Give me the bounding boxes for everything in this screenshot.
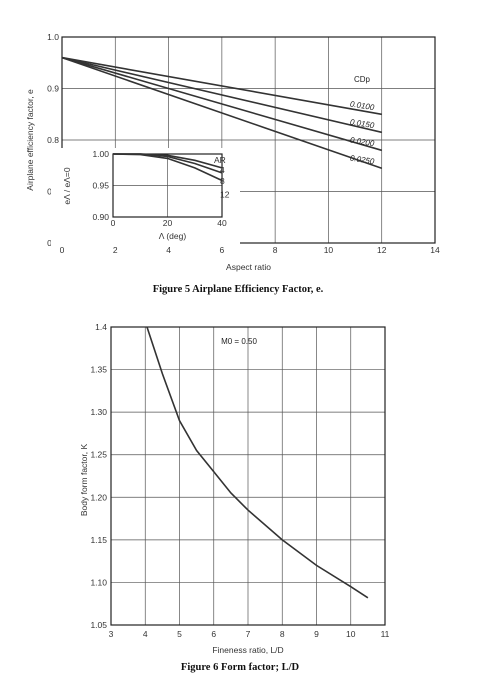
series-label: 0.0200 [349, 135, 375, 148]
plot-frame [110, 326, 386, 626]
series-label: 0.0100 [349, 99, 375, 112]
figure-5-efficiency-chart: 024681012140.60.70.80.91.00.01000.01500.… [25, 32, 440, 295]
efficiency-curve [61, 56, 382, 116]
inset-y-tick-label: 1.00 [92, 149, 109, 159]
series-label: 0.0250 [349, 153, 375, 166]
x-tick-label: 0 [60, 245, 65, 255]
y-axis-label: Body form factor, K [79, 444, 89, 517]
plot-frame [61, 36, 436, 244]
inset-legend-title: AR [214, 155, 226, 165]
inset-y-tick-label: 0.95 [92, 181, 109, 191]
inset-y-axis-label: eΛ / eΛ=0 [62, 167, 72, 204]
y-tick-label: 0.8 [47, 135, 59, 145]
form-factor-curve [146, 326, 369, 599]
inset-x-axis-label: Λ (deg) [159, 231, 187, 241]
y-tick-label: 1.15 [90, 535, 107, 545]
efficiency-curve [61, 56, 382, 170]
y-tick-label: 1.30 [90, 407, 107, 417]
x-tick-label: 8 [273, 245, 278, 255]
x-tick-label: 9 [314, 629, 319, 639]
x-tick-label: 6 [211, 629, 216, 639]
x-tick-label: 4 [143, 629, 148, 639]
y-tick-label: 1.25 [90, 450, 107, 460]
x-tick-label: 4 [166, 245, 171, 255]
inset-curve [112, 153, 223, 182]
inset-x-tick-label: 0 [111, 218, 116, 228]
figure-6-form-factor-chart: 3 4 5 6 7 8 9 10 11 1.05 1.10 1.15 1.20 1.25 1.30 1.35 1… [79, 322, 390, 673]
inset-background [51, 148, 240, 247]
x-tick-label: 8 [280, 629, 285, 639]
inset-frame [112, 153, 223, 218]
inset-y-tick-label: 0.90 [92, 212, 109, 222]
y-axis-label: Airplane efficiency factor, e [25, 89, 35, 191]
x-tick-label: 2 [113, 245, 118, 255]
efficiency-curve [61, 56, 382, 134]
x-tick-label: 6 [219, 245, 224, 255]
inset-series-label: 8 [220, 176, 225, 186]
inset-series-label: 12 [220, 189, 230, 199]
inset-series-label: 4 [220, 165, 225, 175]
x-tick-label: 14 [430, 245, 440, 255]
series-label: 0.0150 [349, 117, 375, 130]
y-tick-label: 0.9 [47, 84, 59, 94]
x-tick-label: 5 [177, 629, 182, 639]
x-axis-label: Aspect ratio [226, 262, 271, 272]
inset-x-tick-label: 40 [217, 218, 227, 228]
x-tick-label: 10 [324, 245, 334, 255]
y-tick-label: 1.10 [90, 577, 107, 587]
figure-caption: Figure 6 Form factor; L/D [181, 662, 300, 673]
x-tick-label: 10 [346, 629, 356, 639]
x-tick-label: 3 [109, 629, 114, 639]
x-tick-label: 11 [381, 629, 390, 639]
y-tick-label: 1.4 [95, 322, 107, 332]
inset-x-tick-label: 20 [163, 218, 173, 228]
mach-annotation: M0 = 0.50 [221, 337, 257, 346]
x-tick-label: 7 [246, 629, 251, 639]
legend-title: CDp [354, 75, 371, 84]
efficiency-curve [61, 56, 382, 152]
y-tick-label: 1.20 [90, 492, 107, 502]
y-tick-label: 1.0 [47, 32, 59, 42]
y-tick-label: 1.05 [90, 620, 107, 630]
x-tick-label: 12 [377, 245, 387, 255]
y-tick-label: 1.35 [90, 365, 107, 375]
x-axis-label: Fineness ratio, L/D [212, 645, 283, 655]
figure-caption: Figure 5 Airplane Efficiency Factor, e. [153, 284, 324, 295]
